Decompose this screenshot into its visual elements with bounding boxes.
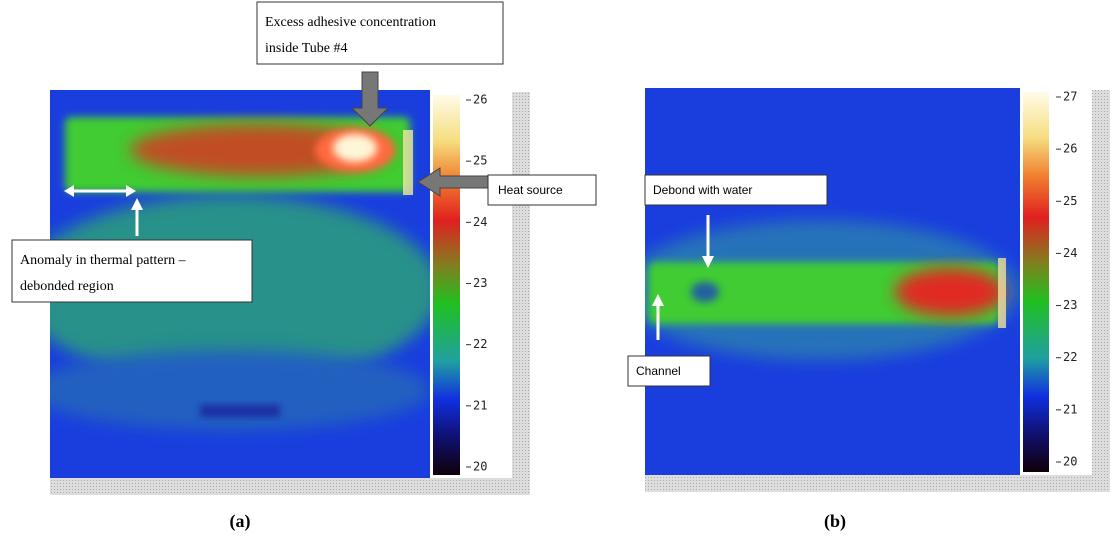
tick-label: 25	[473, 154, 487, 168]
tick-label: 21	[473, 398, 487, 412]
tick-label: 24	[473, 215, 487, 229]
annotation: inside Tube #4	[265, 41, 347, 56]
caption: (b)	[824, 511, 846, 532]
scrollbar	[1092, 90, 1110, 476]
tick-label: 21	[1063, 402, 1077, 416]
tick-label: 26	[473, 93, 487, 107]
tick-label: 27	[1063, 90, 1077, 104]
tick-label: 26	[1063, 142, 1077, 156]
caption: (a)	[230, 511, 251, 532]
annotation: debonded region	[20, 279, 114, 294]
thermal-image-b	[645, 88, 1020, 475]
annotation-box	[627, 355, 711, 387]
tick-label: 22	[1063, 350, 1077, 364]
annotation: Channel	[636, 364, 681, 378]
colorbar	[433, 95, 460, 475]
arrows-b	[652, 215, 714, 340]
tick-label: 20	[473, 460, 487, 474]
annotation-box	[256, 1, 504, 65]
tick-label: 20	[1063, 455, 1077, 469]
scrollbar	[50, 478, 530, 495]
annotation: Excess adhesive concentration	[265, 15, 436, 30]
tick-label: 22	[473, 337, 487, 351]
tick-label: 23	[473, 276, 487, 290]
annotation-box	[11, 239, 253, 303]
colorbar	[1023, 92, 1049, 472]
tick-label: 23	[1063, 298, 1077, 312]
annotation: Heat source	[498, 183, 563, 197]
tick-label: 24	[1063, 246, 1077, 260]
annotation: Debond with water	[653, 183, 752, 197]
annotation-box	[644, 174, 828, 206]
scrollbar	[645, 475, 1110, 492]
annotation-box	[487, 174, 597, 206]
arrows-a	[64, 71, 491, 236]
scrollbar	[512, 92, 530, 478]
tick-label: 25	[1063, 194, 1077, 208]
annotation: Anomaly in thermal pattern –	[20, 253, 187, 268]
